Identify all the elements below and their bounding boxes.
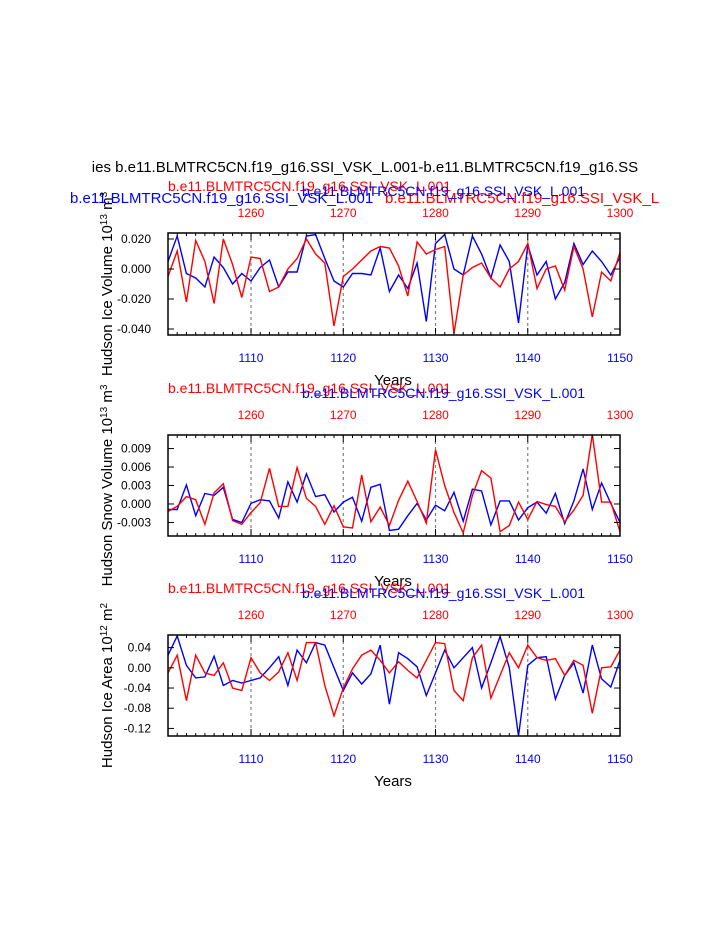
y-tick-label: 0.006	[121, 460, 151, 474]
page-title: ies b.e11.BLMTRC5CN.f19_g16.SSI_VSK_L.00…	[92, 159, 638, 176]
x-tick-label-top: 1300	[607, 408, 634, 422]
y-axis-label-exponent: 12	[99, 625, 110, 637]
x-tick-label-bottom: 1110	[239, 351, 264, 365]
y-tick-label: -0.003	[117, 515, 151, 529]
x-tick-label-top: 1260	[238, 206, 265, 220]
y-axis-label-part: m	[99, 609, 116, 626]
x-tick-label-bottom: 1130	[423, 552, 449, 566]
series-line-blue	[167, 233, 621, 324]
series-line-red	[167, 641, 621, 719]
y-tick-label: 0.000	[121, 497, 151, 511]
y-axis-label-exponent: 13	[99, 214, 110, 226]
chart-panels: b.e11.BLMTRC5CN.f19_g16.SSI_VSK_L.001b.e…	[99, 178, 634, 790]
x-tick-label-bottom: 1150	[607, 351, 633, 365]
series-line-red	[167, 434, 621, 536]
y-axis-label-part: Hudson Ice Area 10	[99, 636, 116, 768]
x-tick-label-top: 1300	[607, 608, 634, 622]
y-axis-label-part: Hudson Ice Volume 10	[99, 225, 116, 376]
x-tick-label-top: 1290	[514, 608, 541, 622]
y-axis-label: Hudson Snow Volume 1013 m3	[99, 384, 117, 586]
x-tick-label-bottom: 1130	[423, 351, 449, 365]
x-tick-label-top: 1260	[238, 408, 265, 422]
series-line-blue	[168, 468, 621, 532]
x-tick-label-bottom: 1120	[330, 351, 356, 365]
y-tick-label: 0.04	[128, 641, 152, 655]
plot-frame	[167, 232, 621, 336]
x-tick-label-bottom: 1110	[239, 552, 264, 566]
panel-title-blue: b.e11.BLMTRC5CN.f19_g16.SSI_VSK_L.001	[302, 183, 585, 199]
y-tick-label: 0.00	[128, 661, 152, 675]
x-tick-label-top: 1300	[607, 206, 634, 220]
chart-panel-3: b.e11.BLMTRC5CN.f19_g16.SSI_VSK_L.001b.e…	[99, 580, 634, 790]
y-axis-label-exponent: 3	[99, 191, 110, 197]
plot-frame	[167, 634, 621, 737]
x-tick-label-top: 1290	[514, 206, 541, 220]
panel-title-red: b.e11.BLMTRC5CN.f19_g16.SSI_VSK_L.001	[168, 178, 451, 194]
x-axis-label: Years	[374, 372, 412, 389]
panel-title-red: b.e11.BLMTRC5CN.f19_g16.SSI_VSK_L.001	[168, 580, 451, 596]
y-tick-label: -0.08	[124, 701, 152, 715]
x-tick-label-bottom: 1140	[515, 552, 541, 566]
x-tick-label-top: 1270	[330, 206, 357, 220]
y-tick-label: -0.020	[117, 292, 151, 306]
x-tick-label-bottom: 1150	[607, 552, 633, 566]
y-axis-label-exponent: 2	[99, 603, 110, 609]
x-tick-label-top: 1280	[422, 608, 449, 622]
panel-title-blue: b.e11.BLMTRC5CN.f19_g16.SSI_VSK_L.001	[302, 385, 585, 401]
x-tick-label-top: 1270	[330, 608, 357, 622]
series-line-blue	[167, 634, 621, 737]
x-tick-label-bottom: 1120	[330, 552, 356, 566]
y-axis-label-exponent: 13	[99, 406, 110, 418]
chart-panel-1: b.e11.BLMTRC5CN.f19_g16.SSI_VSK_L.001b.e…	[99, 178, 634, 389]
x-tick-label-bottom: 1130	[423, 752, 449, 766]
x-tick-label-top: 1280	[422, 408, 449, 422]
y-axis-label-part: m	[99, 390, 116, 407]
page-subtitle-red: b.e11.BLMTRC5CN.f19_g16.SSI_VSK_L	[385, 190, 659, 207]
x-axis-label: Years	[374, 773, 412, 790]
y-tick-label: 0.020	[121, 232, 151, 246]
y-axis-label-part: m	[99, 197, 116, 214]
y-axis-label: Hudson Ice Area 1012 m2	[99, 603, 117, 769]
x-tick-label-top: 1260	[238, 608, 265, 622]
y-axis-label-part: Hudson Snow Volume 10	[99, 418, 116, 586]
x-tick-label-bottom: 1150	[607, 752, 633, 766]
x-tick-label-bottom: 1140	[515, 752, 541, 766]
x-tick-label-bottom: 1140	[515, 351, 541, 365]
page-subtitle-blue: b.e11.BLMTRC5CN.f19_g16.SSI_VSK_L.001	[70, 190, 373, 207]
y-axis-label-exponent: 3	[99, 384, 110, 390]
x-tick-label-bottom: 1120	[330, 752, 356, 766]
y-tick-label: 0.000	[121, 262, 151, 276]
x-tick-label-bottom: 1110	[239, 752, 264, 766]
x-tick-label-top: 1290	[514, 408, 541, 422]
y-tick-label: 0.003	[121, 479, 151, 493]
x-axis-label: Years	[374, 573, 412, 590]
panel-title-blue: b.e11.BLMTRC5CN.f19_g16.SSI_VSK_L.001	[302, 585, 585, 601]
chart-panel-2: b.e11.BLMTRC5CN.f19_g16.SSI_VSK_L.001b.e…	[99, 380, 634, 590]
y-tick-label: -0.040	[117, 322, 151, 336]
y-tick-label: -0.04	[124, 681, 152, 695]
series-line-red	[167, 237, 621, 334]
x-tick-label-top: 1280	[422, 206, 449, 220]
y-axis-label: Hudson Ice Volume 1013 m3	[99, 191, 117, 376]
panel-title-red: b.e11.BLMTRC5CN.f19_g16.SSI_VSK_L.001	[168, 380, 451, 396]
x-tick-label-top: 1270	[330, 408, 357, 422]
y-tick-label: -0.12	[124, 721, 152, 735]
y-tick-label: 0.009	[121, 442, 151, 456]
